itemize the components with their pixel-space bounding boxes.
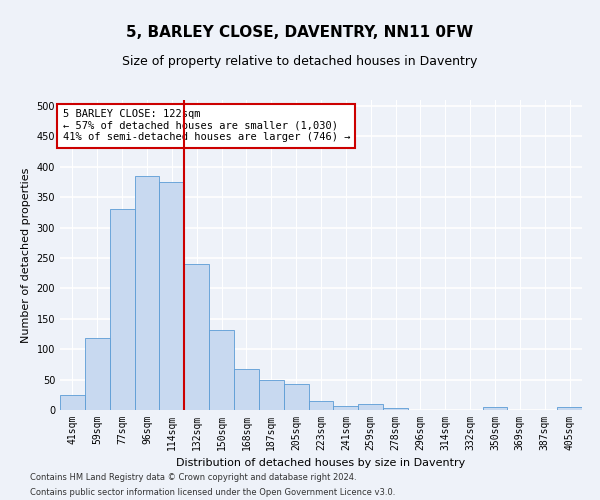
Bar bbox=[482, 407, 508, 410]
Bar bbox=[358, 404, 383, 410]
Bar bbox=[184, 264, 209, 410]
Y-axis label: Number of detached properties: Number of detached properties bbox=[21, 168, 31, 342]
Bar bbox=[383, 408, 408, 410]
X-axis label: Distribution of detached houses by size in Daventry: Distribution of detached houses by size … bbox=[176, 458, 466, 468]
Text: 5 BARLEY CLOSE: 122sqm
← 57% of detached houses are smaller (1,030)
41% of semi-: 5 BARLEY CLOSE: 122sqm ← 57% of detached… bbox=[62, 110, 350, 142]
Bar bbox=[334, 406, 358, 410]
Bar bbox=[259, 380, 284, 410]
Bar bbox=[308, 401, 334, 410]
Bar bbox=[110, 210, 134, 410]
Bar bbox=[234, 370, 259, 410]
Bar bbox=[60, 395, 85, 410]
Text: Size of property relative to detached houses in Daventry: Size of property relative to detached ho… bbox=[122, 55, 478, 68]
Bar bbox=[85, 338, 110, 410]
Bar bbox=[209, 330, 234, 410]
Text: 5, BARLEY CLOSE, DAVENTRY, NN11 0FW: 5, BARLEY CLOSE, DAVENTRY, NN11 0FW bbox=[127, 25, 473, 40]
Bar bbox=[557, 407, 582, 410]
Bar bbox=[160, 182, 184, 410]
Text: Contains public sector information licensed under the Open Government Licence v3: Contains public sector information licen… bbox=[30, 488, 395, 497]
Bar bbox=[284, 384, 308, 410]
Text: Contains HM Land Registry data © Crown copyright and database right 2024.: Contains HM Land Registry data © Crown c… bbox=[30, 473, 356, 482]
Bar bbox=[134, 176, 160, 410]
